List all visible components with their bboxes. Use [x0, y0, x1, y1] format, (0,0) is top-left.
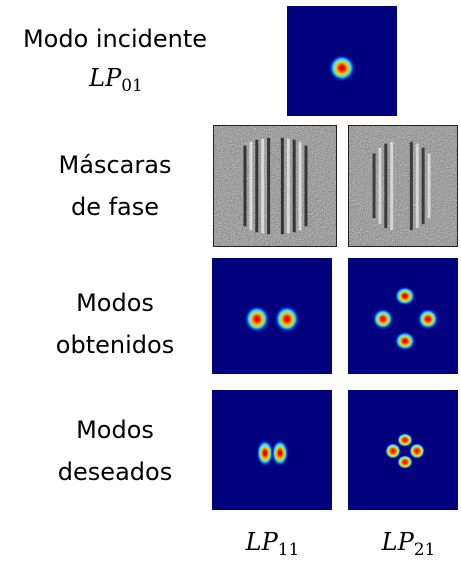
lp11-lp: LP — [245, 528, 278, 556]
obtained-mode-lp21 — [348, 258, 458, 374]
incident-mode-label: Modo incidente — [4, 24, 226, 55]
incident-mode-field — [287, 6, 397, 116]
incident-mode-symbol: LP01 — [68, 64, 164, 96]
obtained-modes-line1: Modos — [76, 289, 154, 317]
obtained-lp21-field — [348, 258, 458, 374]
obtained-lp21-lobe-bottom — [394, 331, 416, 351]
desired-modes-label: Modos deseados — [40, 415, 190, 488]
phase-mask-lp21 — [348, 125, 458, 247]
obtained-lp11-field — [212, 258, 332, 374]
incident-mode-lp: LP — [89, 64, 122, 92]
desired-modes-line2: deseados — [57, 458, 173, 486]
obtained-mode-lp11 — [212, 258, 332, 374]
lp11-subscript: 11 — [277, 540, 300, 560]
desired-lp11-field — [212, 390, 332, 510]
desired-lp11-lobe-right — [271, 439, 289, 467]
phase-mask-lp21-pattern — [349, 126, 457, 246]
incident-mode-text: Modo incidente — [22, 25, 208, 53]
obtained-modes-label: Modos obtenidos — [40, 288, 190, 361]
column-label-lp21: LP21 — [356, 528, 461, 560]
obtained-lp21-lobe-right — [417, 308, 439, 330]
obtained-lp21-lobe-left — [372, 308, 394, 330]
obtained-lp11-lobe-right — [274, 305, 300, 333]
phase-mask-lp11-pattern — [214, 126, 336, 246]
lp01-lobe — [328, 54, 356, 82]
incident-mode-image — [287, 6, 397, 116]
desired-lp21-lobe-bottom — [397, 455, 413, 469]
desired-mode-lp11 — [212, 390, 332, 510]
desired-lp21-lobe-left — [385, 443, 401, 459]
desired-lp21-field — [348, 390, 458, 510]
desired-lp21-lobe-right — [409, 443, 425, 459]
phase-masks-label: Máscaras de fase — [40, 150, 190, 223]
desired-lp11-lobe-left — [256, 439, 274, 467]
column-label-lp11: LP11 — [220, 528, 325, 560]
obtained-lp11-lobe-left — [244, 305, 270, 333]
phase-masks-line1: Máscaras — [58, 151, 172, 179]
lp21-lp: LP — [381, 528, 414, 556]
phase-masks-line2: de fase — [70, 193, 160, 221]
desired-lp21-lobe-top — [397, 433, 413, 447]
obtained-modes-line2: obtenidos — [55, 331, 175, 359]
desired-mode-lp21 — [348, 390, 458, 510]
phase-mask-lp11 — [213, 125, 337, 247]
lp21-subscript: 21 — [413, 540, 436, 560]
incident-mode-subscript: 01 — [121, 76, 143, 96]
obtained-lp21-lobe-top — [394, 286, 416, 306]
desired-modes-line1: Modos — [76, 416, 154, 444]
